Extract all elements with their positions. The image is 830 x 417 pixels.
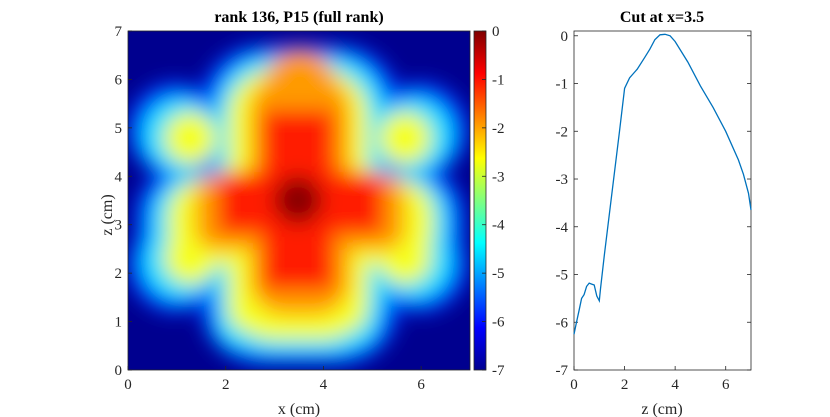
line-y-tick-label: -2 (556, 124, 569, 140)
heatmap-y-tick-label: 2 (115, 266, 123, 282)
heatmap-y-tick-label: 0 (115, 363, 123, 379)
colorbar-ticks: 0 -1 -2 -3 -4 -5 -6 -7 (482, 24, 505, 379)
line-y-tick-label: 0 (561, 29, 569, 45)
colorbar-tick-label: -1 (492, 72, 505, 88)
heatmap-y-tick-label: 7 (115, 24, 123, 40)
line-y-ticks: 0 -1 -2 -3 -4 -5 -6 -7 (556, 29, 751, 379)
line-axes-box (573, 30, 752, 371)
line-y-tick-label: -7 (556, 363, 569, 379)
heatmap-y-tick-label: 4 (115, 169, 123, 185)
line-y-tick-label: -6 (556, 315, 569, 331)
colorbar-tick-label: -3 (492, 169, 505, 185)
colorbar-tick-label: 0 (492, 24, 500, 40)
line-x-tick-label: 4 (671, 377, 679, 393)
heatmap-y-tick-label: 6 (115, 72, 123, 88)
heatmap-y-ticks: 0 1 2 3 4 5 6 7 (115, 24, 132, 379)
heatmap-y-tick-label: 5 (115, 121, 123, 137)
heatmap-axes-box (127, 30, 471, 371)
colorbar (473, 30, 487, 371)
heatmap-x-label: x (cm) (278, 401, 320, 417)
heatmap-x-tick-label: 6 (417, 377, 425, 393)
heatmap-x-tick-label: 2 (222, 377, 230, 393)
colorbar-tick-label: -2 (492, 121, 505, 137)
line-y-tick-label: -1 (556, 77, 569, 93)
heatmap-x-tick-label: 4 (320, 377, 328, 393)
line-x-tick-label: 6 (722, 377, 730, 393)
heatmap-y-tick-label: 1 (115, 315, 123, 331)
heatmap-x-tick-label: 0 (124, 377, 132, 393)
heatmap-y-label: z (cm) (99, 194, 116, 235)
line-title: Cut at x=3.5 (620, 9, 704, 26)
colorbar-tick-label: -6 (492, 315, 505, 331)
line-series-cut (573, 33, 752, 335)
line-y-tick-label: -3 (556, 172, 569, 188)
line-x-ticks: 0 2 4 6 (570, 366, 730, 393)
line-y-tick-label: -4 (556, 220, 569, 236)
colorbar-tick-label: -5 (492, 266, 505, 282)
heatmap-image (128, 31, 470, 370)
line-x-tick-label: 0 (570, 377, 578, 393)
heatmap-x-ticks: 0 2 4 6 (124, 366, 425, 393)
line-x-label: z (cm) (641, 401, 682, 417)
heatmap-y-tick-label: 3 (115, 218, 123, 234)
colorbar-tick-label: -4 (492, 218, 505, 234)
colorbar-tick-label: -7 (492, 363, 505, 379)
heatmap-title: rank 136, P15 (full rank) (214, 9, 383, 26)
line-y-tick-label: -5 (556, 268, 569, 284)
line-x-tick-label: 2 (621, 377, 629, 393)
